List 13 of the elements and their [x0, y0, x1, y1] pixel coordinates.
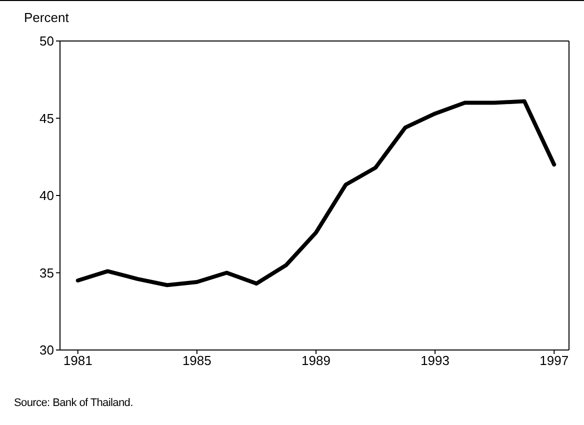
- x-tick-label: 1997: [540, 353, 569, 368]
- y-tick-label: 40: [40, 188, 54, 204]
- y-tick-label: 50: [40, 34, 54, 49]
- y-tick-label: 45: [40, 110, 54, 126]
- line-series: [76, 99, 556, 288]
- y-axis-title: Percent: [24, 10, 69, 25]
- x-tick-label: 1993: [420, 353, 450, 368]
- source-note: Source: Bank of Thailand.: [14, 397, 133, 409]
- x-tick-label: 1989: [302, 353, 330, 368]
- y-tick-label: 35: [40, 265, 54, 280]
- x-tick-label: 1985: [182, 353, 212, 368]
- y-tick-label: 30: [40, 342, 54, 358]
- x-tick-label: 1981: [63, 353, 92, 368]
